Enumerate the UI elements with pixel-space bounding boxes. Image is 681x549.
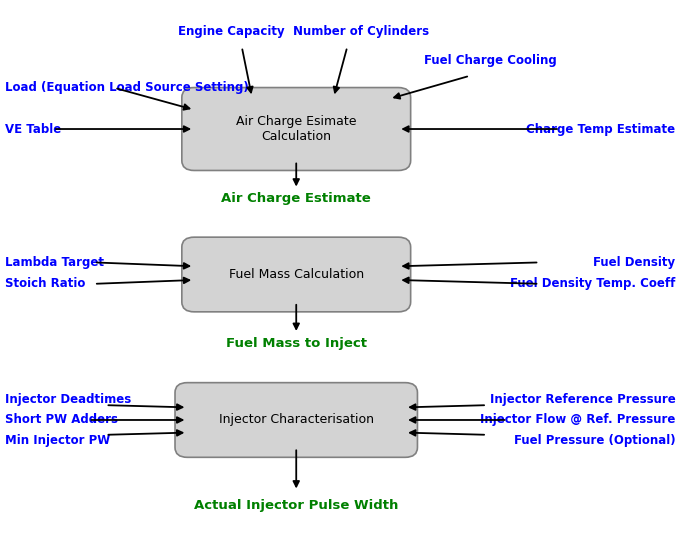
Text: VE Table: VE Table [5,122,62,136]
Text: Air Charge Esimate
Calculation: Air Charge Esimate Calculation [236,115,356,143]
Text: Injector Flow @ Ref. Pressure: Injector Flow @ Ref. Pressure [480,413,676,427]
Text: Load (Equation Load Source Setting): Load (Equation Load Source Setting) [5,81,249,94]
Text: Fuel Pressure (Optional): Fuel Pressure (Optional) [514,434,676,447]
Text: Actual Injector Pulse Width: Actual Injector Pulse Width [194,498,398,512]
FancyBboxPatch shape [182,237,411,312]
Text: Injector Characterisation: Injector Characterisation [219,413,374,427]
Text: Injector Deadtimes: Injector Deadtimes [5,393,131,406]
Text: Fuel Density: Fuel Density [593,256,676,269]
Text: Charge Temp Estimate: Charge Temp Estimate [526,122,676,136]
Text: Air Charge Estimate: Air Charge Estimate [221,192,371,205]
Text: Engine Capacity: Engine Capacity [178,25,285,38]
Text: Short PW Adders: Short PW Adders [5,413,118,427]
Text: Fuel Density Temp. Coeff: Fuel Density Temp. Coeff [510,277,676,290]
Text: Injector Reference Pressure: Injector Reference Pressure [490,393,676,406]
FancyBboxPatch shape [175,383,417,457]
Text: Stoich Ratio: Stoich Ratio [5,277,86,290]
Text: Fuel Charge Cooling: Fuel Charge Cooling [424,54,556,67]
FancyBboxPatch shape [182,87,411,170]
Text: Fuel Mass Calculation: Fuel Mass Calculation [229,268,364,281]
Text: Min Injector PW: Min Injector PW [5,434,111,447]
Text: Number of Cylinders: Number of Cylinders [293,25,429,38]
Text: Lambda Target: Lambda Target [5,256,104,269]
Text: Fuel Mass to Inject: Fuel Mass to Inject [225,337,367,350]
